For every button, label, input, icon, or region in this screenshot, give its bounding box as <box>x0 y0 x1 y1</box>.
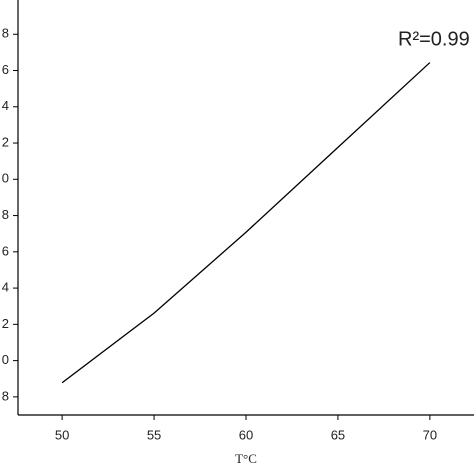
y-tick-label: 8 <box>2 26 9 41</box>
x-axis-label: T°C <box>235 451 257 466</box>
x-tick-label: 65 <box>331 427 345 442</box>
y-tick-label: 0 <box>2 171 9 186</box>
y-tick-label: 4 <box>2 98 9 113</box>
x-tick-label: 55 <box>147 427 161 442</box>
series-line <box>61 62 431 384</box>
y-tick-label: 8 <box>2 207 9 222</box>
annotation: R²=0.99 <box>398 28 470 50</box>
y-tick-label: 6 <box>2 62 9 77</box>
y-tick-label: 0 <box>2 352 9 367</box>
x-tick-label: 60 <box>239 427 253 442</box>
y-tick-label: 6 <box>2 243 9 258</box>
y-tick-label: 8 <box>2 388 9 403</box>
y-tick-label: 2 <box>2 134 9 149</box>
x-tick-label: 50 <box>55 427 69 442</box>
y-tick-label: 4 <box>2 280 9 295</box>
y-tick-label: 2 <box>2 316 9 331</box>
x-tick-label: 70 <box>423 427 437 442</box>
